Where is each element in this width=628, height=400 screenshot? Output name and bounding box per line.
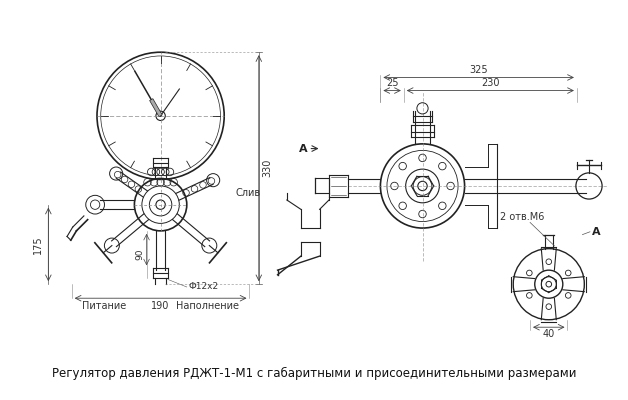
Text: 2 отв.М6: 2 отв.М6 (501, 212, 544, 222)
Text: 230: 230 (481, 78, 499, 88)
Text: 90: 90 (136, 248, 144, 260)
Text: 190: 190 (151, 301, 170, 311)
Text: 175: 175 (33, 235, 43, 254)
Text: 325: 325 (469, 65, 488, 75)
Text: А: А (592, 227, 600, 237)
Text: А: А (298, 144, 307, 154)
Text: 40: 40 (543, 329, 555, 339)
Text: Питание: Питание (82, 301, 127, 311)
Text: 330: 330 (263, 159, 273, 177)
Text: Регулятор давления РДЖТ-1-М1 с габаритными и присоединительными размерами: Регулятор давления РДЖТ-1-М1 с габаритны… (51, 366, 577, 380)
Polygon shape (149, 99, 162, 117)
Text: 25: 25 (386, 78, 398, 88)
Text: Слив: Слив (236, 188, 261, 198)
Text: Наполнение: Наполнение (176, 301, 239, 311)
Text: Ф12х2: Ф12х2 (188, 282, 219, 292)
